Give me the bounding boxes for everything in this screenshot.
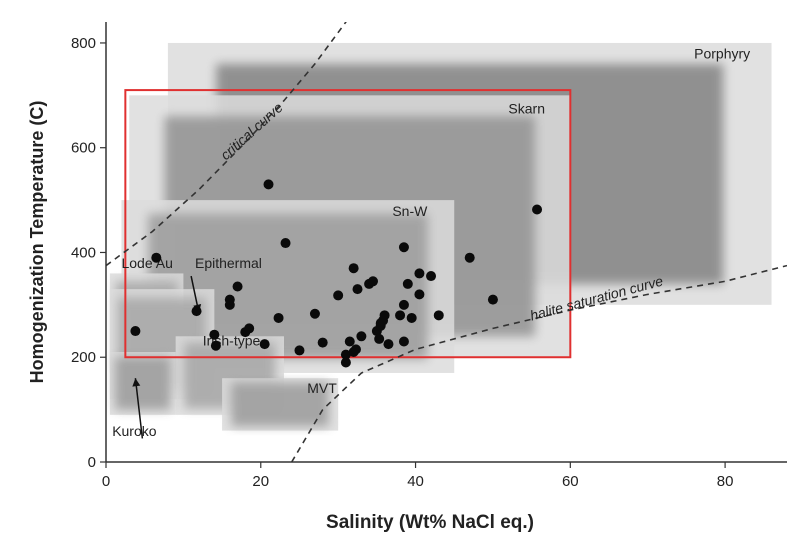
data-point-15 xyxy=(309,308,320,319)
data-point-45 xyxy=(464,252,475,263)
x-axis-title: Salinity (Wt% NaCl eq.) xyxy=(326,512,534,533)
x-tick-label-1: 20 xyxy=(252,473,269,490)
point-layer xyxy=(130,179,543,368)
x-tick-label-0: 0 xyxy=(102,473,110,490)
data-point-33 xyxy=(379,310,390,321)
data-point-12 xyxy=(273,312,284,323)
data-point-6 xyxy=(224,294,235,305)
region-label-3: Lode Au xyxy=(121,255,172,271)
y-tick-label-1: 200 xyxy=(71,349,96,366)
data-point-27 xyxy=(367,276,378,287)
data-point-1 xyxy=(151,252,162,263)
curve-1 xyxy=(291,264,787,462)
arrow-1-shaft xyxy=(134,378,144,439)
data-point-14 xyxy=(294,345,305,356)
region-label-4: Epithermal xyxy=(195,255,262,271)
region-label-0: Porphyry xyxy=(694,46,750,62)
data-point-19 xyxy=(340,349,351,360)
data-point-47 xyxy=(532,204,543,215)
data-point-20 xyxy=(344,336,355,347)
data-point-18 xyxy=(340,357,351,368)
x-tick-label-3: 60 xyxy=(562,473,579,490)
data-point-10 xyxy=(259,339,270,350)
region-label-6: MVT xyxy=(307,380,337,396)
data-point-22 xyxy=(348,263,359,274)
data-point-0 xyxy=(130,326,141,337)
curve-0 xyxy=(106,22,347,267)
data-point-34 xyxy=(383,339,394,350)
data-point-25 xyxy=(356,331,367,342)
data-point-36 xyxy=(398,336,409,347)
data-point-17 xyxy=(333,290,344,301)
data-point-39 xyxy=(402,278,413,289)
y-tick-label-0: 0 xyxy=(88,454,96,471)
data-point-7 xyxy=(232,281,243,292)
y-tick-label-3: 600 xyxy=(71,140,96,157)
data-point-29 xyxy=(374,333,385,344)
region-label-7: Kuroko xyxy=(112,423,157,439)
y-tick-label-4: 800 xyxy=(71,35,96,52)
data-point-38 xyxy=(398,242,409,253)
data-point-37 xyxy=(398,299,409,310)
curve-layer xyxy=(106,22,787,462)
arrow-1-head xyxy=(132,378,141,387)
region-6-core xyxy=(231,382,329,427)
data-point-40 xyxy=(406,312,417,323)
data-point-4 xyxy=(210,340,221,351)
data-point-46 xyxy=(487,294,498,305)
data-point-24 xyxy=(352,284,363,295)
data-point-42 xyxy=(414,268,425,279)
y-tick-label-2: 400 xyxy=(71,244,96,261)
x-tick-label-4: 80 xyxy=(717,473,734,490)
data-point-3 xyxy=(209,329,220,340)
data-point-16 xyxy=(317,337,328,348)
data-point-23 xyxy=(350,344,361,355)
region-label-2: Sn-W xyxy=(392,203,428,219)
region-label-1: Skarn xyxy=(508,101,545,117)
x-tick-label-2: 40 xyxy=(407,473,424,490)
data-point-13 xyxy=(280,238,291,249)
data-point-44 xyxy=(433,310,444,321)
data-point-2 xyxy=(191,306,202,317)
data-point-9 xyxy=(244,323,255,334)
data-point-41 xyxy=(414,289,425,300)
data-point-35 xyxy=(395,310,406,321)
region-7-core xyxy=(115,357,171,410)
data-point-43 xyxy=(426,271,437,282)
y-axis-title: Homogenization Temperature (C) xyxy=(27,101,47,384)
data-point-11 xyxy=(263,179,274,190)
